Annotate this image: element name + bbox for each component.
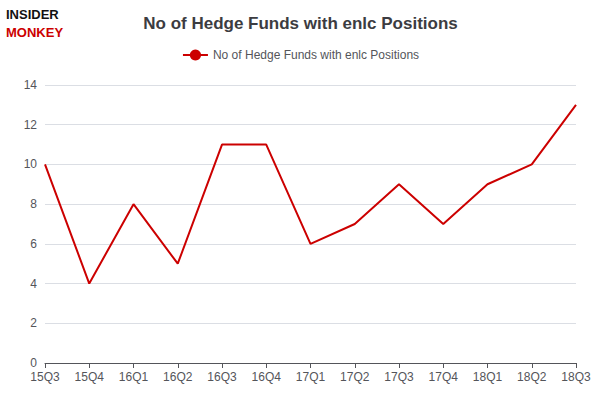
- svg-text:0: 0: [30, 356, 37, 370]
- svg-text:16Q3: 16Q3: [207, 370, 237, 384]
- svg-text:15Q3: 15Q3: [30, 370, 60, 384]
- svg-text:6: 6: [30, 237, 37, 251]
- svg-text:18Q1: 18Q1: [473, 370, 503, 384]
- svg-text:17Q2: 17Q2: [340, 370, 370, 384]
- svg-text:MONKEY: MONKEY: [6, 25, 63, 40]
- svg-text:16Q2: 16Q2: [163, 370, 193, 384]
- svg-text:2: 2: [30, 316, 37, 330]
- svg-text:15Q4: 15Q4: [75, 370, 105, 384]
- svg-text:16Q4: 16Q4: [252, 370, 282, 384]
- svg-text:18Q3: 18Q3: [561, 370, 591, 384]
- svg-text:No of Hedge Funds with enlc Po: No of Hedge Funds with enlc Positions: [143, 14, 458, 33]
- svg-text:17Q3: 17Q3: [384, 370, 414, 384]
- svg-text:8: 8: [30, 197, 37, 211]
- svg-text:4: 4: [30, 277, 37, 291]
- svg-text:16Q1: 16Q1: [119, 370, 149, 384]
- svg-text:17Q1: 17Q1: [296, 370, 326, 384]
- svg-text:17Q4: 17Q4: [429, 370, 459, 384]
- svg-text:No of Hedge Funds with enlc Po: No of Hedge Funds with enlc Positions: [213, 48, 419, 62]
- svg-text:18Q2: 18Q2: [517, 370, 547, 384]
- svg-text:14: 14: [24, 78, 38, 92]
- svg-text:INSIDER: INSIDER: [6, 7, 59, 22]
- svg-text:10: 10: [24, 157, 38, 171]
- svg-text:12: 12: [24, 118, 38, 132]
